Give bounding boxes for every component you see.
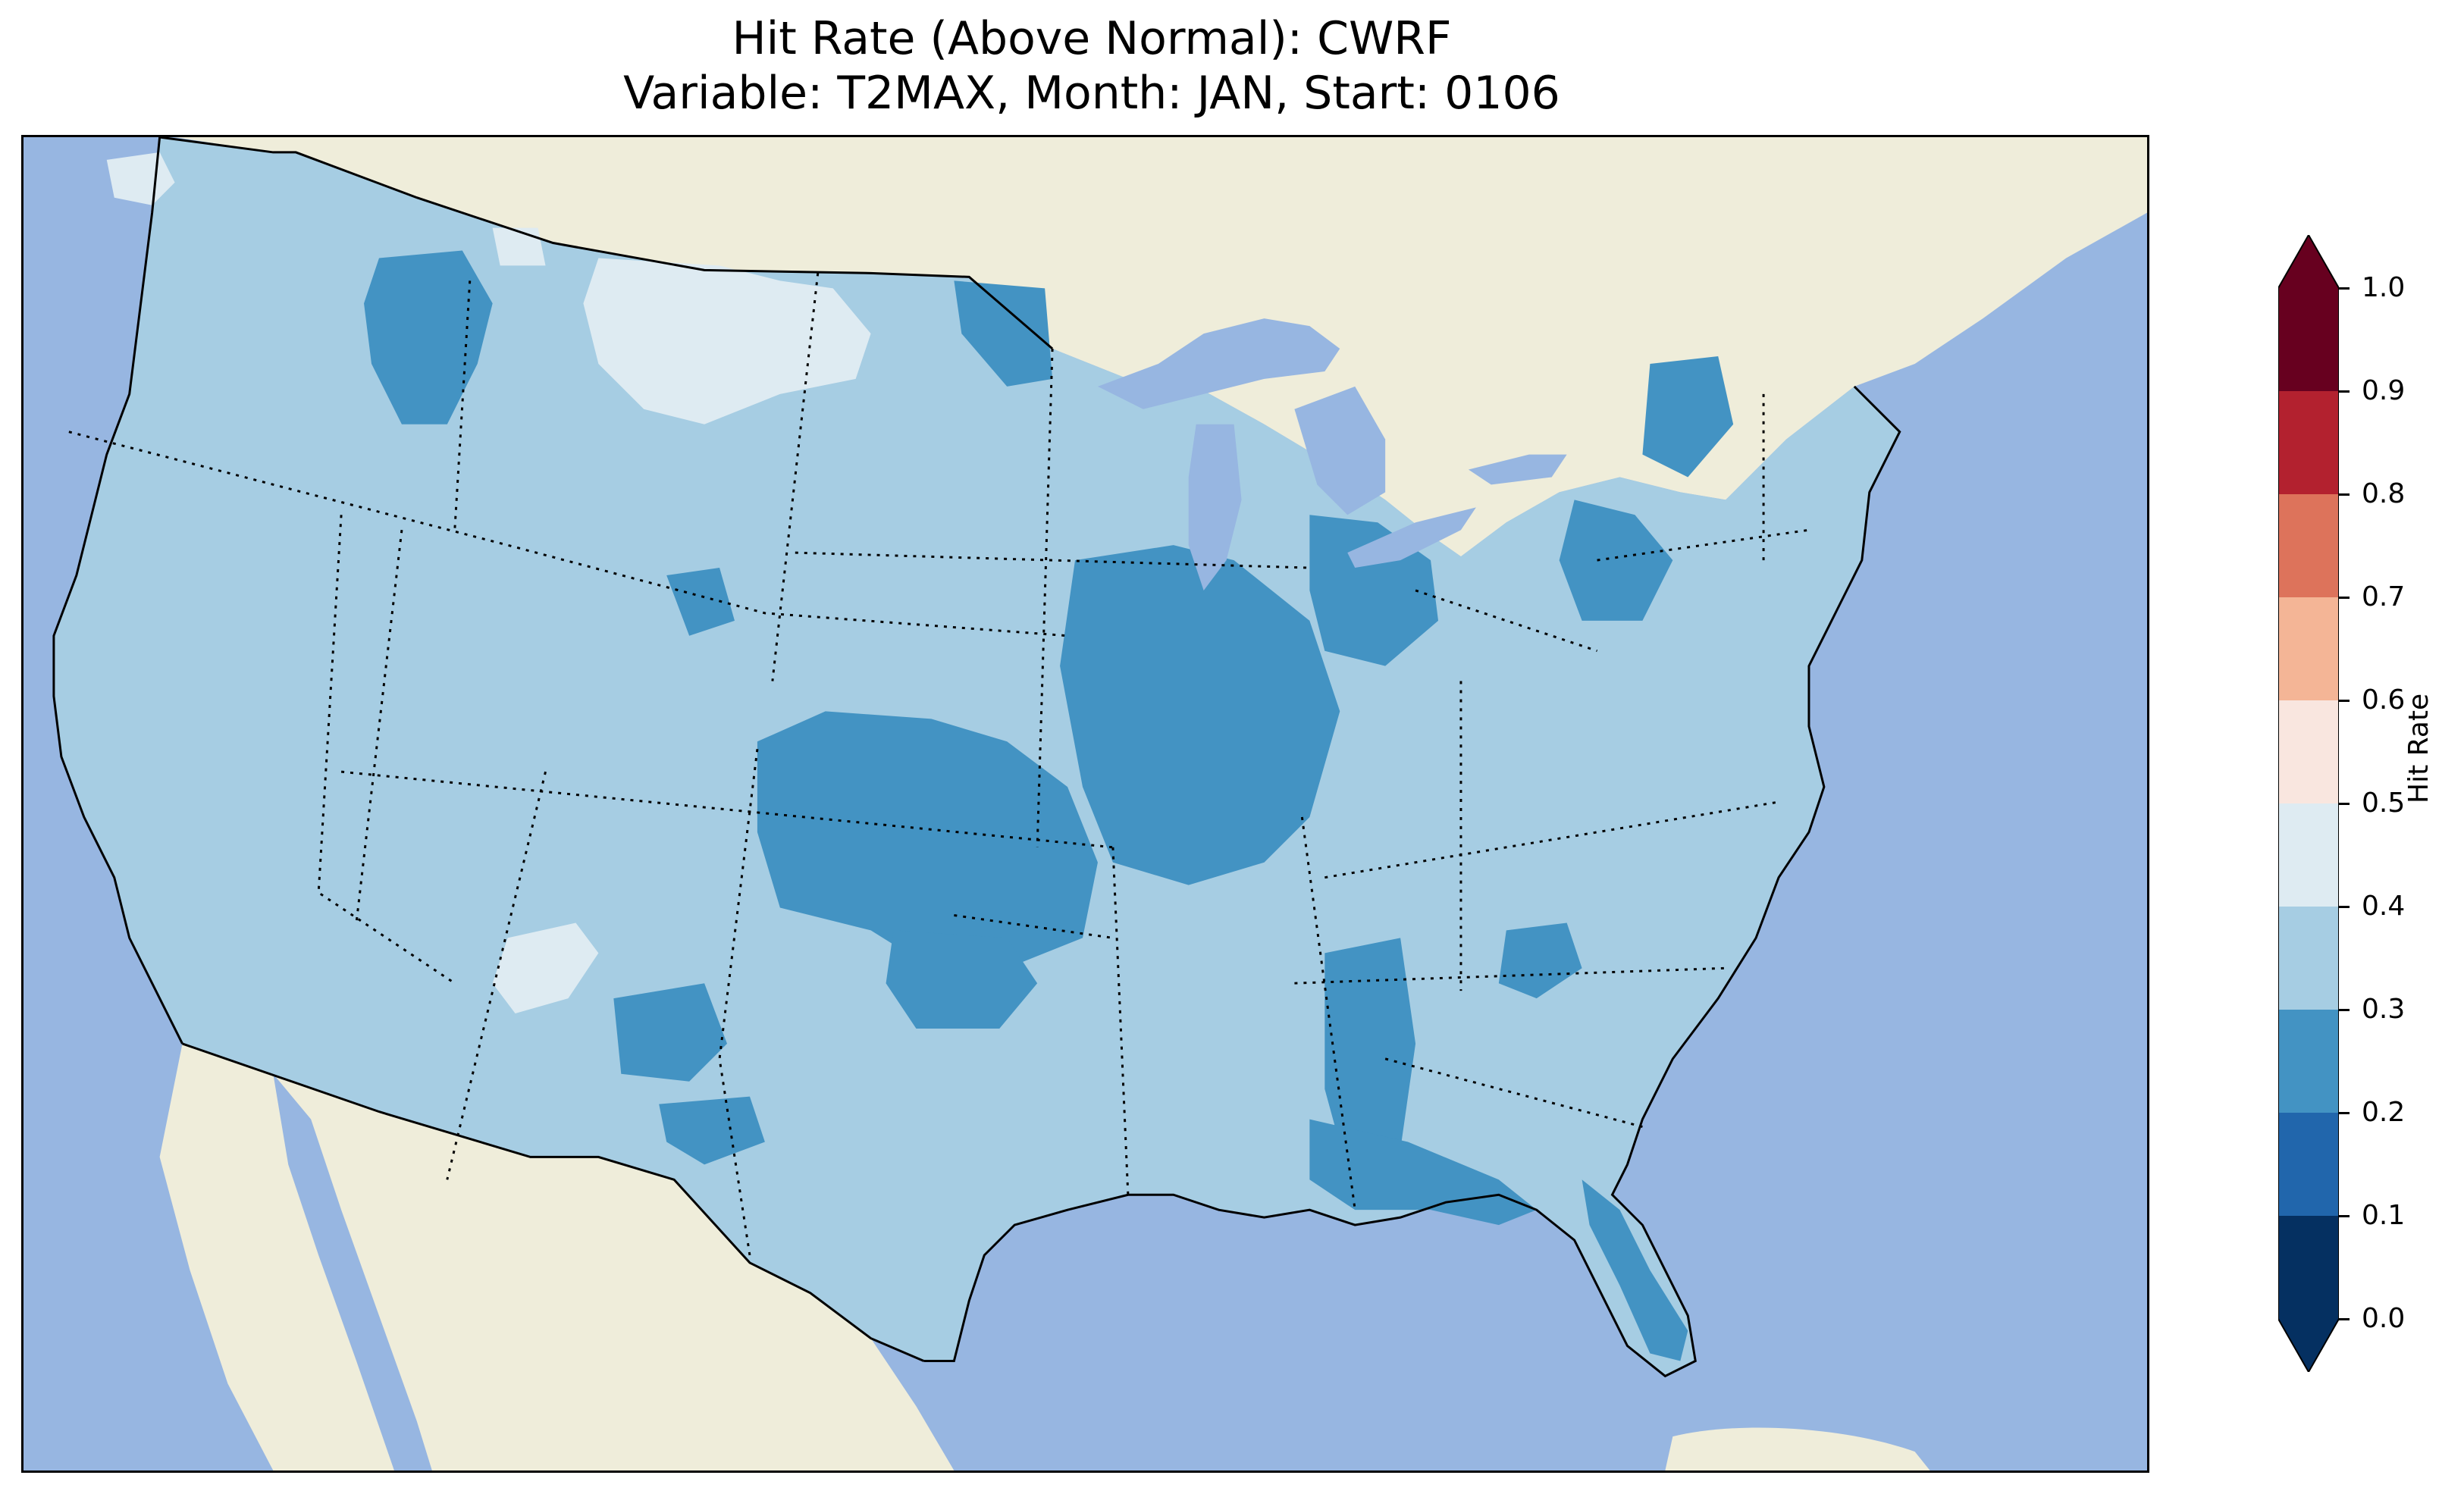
- colorbar-bin-1: [2278, 1113, 2339, 1216]
- colorbar-bin-7: [2278, 494, 2339, 597]
- colorbar-tick-mark: [2339, 700, 2350, 702]
- gulf-coastline: [923, 385, 1901, 1378]
- colorbar-bin-4: [2278, 803, 2339, 907]
- state-border-14: [1324, 800, 1779, 879]
- florida-patch: [1582, 1179, 1688, 1361]
- state-border-9: [1036, 349, 1054, 847]
- mexico-border: [182, 1042, 925, 1362]
- colorbar: [2278, 235, 2339, 1372]
- borders: [52, 137, 1901, 1378]
- state-border-12: [1300, 816, 1356, 1211]
- colorbar-tick-label: 0.7: [2362, 581, 2406, 612]
- colorbar-tick-mark: [2339, 1318, 2350, 1320]
- colorbar-bin-5: [2278, 700, 2339, 803]
- colorbar-tick-mark: [2339, 1215, 2350, 1217]
- bin-0.4-0.5-regions: [106, 152, 871, 1014]
- carolinas-patch: [1498, 922, 1582, 999]
- colorbar-tick-mark: [2339, 1009, 2350, 1011]
- state-border-3: [355, 530, 403, 923]
- colorbar-tick-mark: [2339, 906, 2350, 908]
- colorbar-tick-mark: [2339, 597, 2350, 599]
- colorbar-tick-label: 0.4: [2362, 891, 2406, 922]
- chart-subtitle: Variable: T2MAX, Month: JAN, Start: 0106: [623, 67, 1560, 120]
- colorbar-tick-mark: [2339, 287, 2350, 290]
- state-border-10: [795, 551, 1310, 569]
- montana-patch: [583, 258, 871, 424]
- texas-panhandle-patch: [886, 930, 1038, 1029]
- new-mexico-patch: [613, 983, 728, 1082]
- chart-title: Hit Rate (Above Normal): CWRF: [732, 12, 1452, 65]
- lake-huron: [1294, 386, 1386, 515]
- state-border-6: [446, 771, 547, 1180]
- colorbar-tick-label: 0.0: [2362, 1303, 2406, 1334]
- colorbar-tick-label: 0.8: [2362, 478, 2406, 509]
- colorado-patch: [666, 568, 735, 636]
- colorbar-bin-8: [2278, 391, 2339, 494]
- colorbar-tick-label: 0.3: [2362, 994, 2406, 1025]
- mississippi-alabama-patch: [1324, 938, 1416, 1173]
- state-borders: [68, 273, 1810, 1256]
- colorbar-tick-label: 0.1: [2362, 1200, 2406, 1231]
- idaho-patch: [364, 250, 493, 424]
- colorbar-tick-label: 0.5: [2362, 788, 2406, 819]
- lake-superior: [1097, 318, 1340, 409]
- colorbar-tick-label: 1.0: [2362, 272, 2406, 303]
- colorbar-bin-3: [2278, 907, 2339, 1010]
- colorbar-under-triangle: [2278, 1319, 2339, 1372]
- colorbar-bin-0: [2278, 1216, 2339, 1319]
- colorbar-tick-label: 0.2: [2362, 1097, 2406, 1128]
- lake-erie: [1347, 507, 1476, 568]
- colorbar-bin-2: [2278, 1010, 2339, 1113]
- arizona-patch: [492, 922, 599, 1014]
- colorbar-tick-mark: [2339, 1112, 2350, 1114]
- lake-michigan: [1188, 424, 1242, 590]
- west-texas-patch: [659, 1096, 765, 1165]
- cuba-land: [1665, 1427, 1930, 1471]
- colorbar-tick-label: 0.9: [2362, 375, 2406, 406]
- new-york-patch: [1559, 500, 1673, 621]
- state-border-5: [340, 770, 1114, 849]
- colorbar-tick-mark: [2339, 493, 2350, 496]
- missouri-illinois-patch: [1060, 545, 1340, 885]
- colorbar-bin-9: [2278, 288, 2339, 391]
- map-panel: [21, 135, 2149, 1473]
- colorbar-tick-mark: [2339, 390, 2350, 393]
- lake-ontario: [1468, 454, 1567, 485]
- pacific-coastline: [52, 137, 183, 1045]
- new-england-patch: [1642, 356, 1734, 478]
- great-lakes: [1097, 318, 1567, 590]
- colorbar-tick-mark: [2339, 803, 2350, 805]
- colorbar-label: Hit Rate: [2403, 693, 2434, 803]
- kansas-oklahoma-patch: [757, 711, 1098, 969]
- gulf-of-california: [273, 1073, 432, 1471]
- colorbar-bin-6: [2278, 597, 2339, 700]
- minnesota-patch: [954, 280, 1053, 387]
- montana-north-patch: [492, 227, 546, 266]
- us-map: [52, 137, 2147, 1471]
- colorbar-tick-label: 0.6: [2362, 684, 2406, 716]
- canada-border: [159, 137, 1054, 350]
- colorbar-over-triangle: [2278, 235, 2339, 288]
- state-border-11: [1111, 847, 1130, 1195]
- state-border-7: [718, 749, 759, 1256]
